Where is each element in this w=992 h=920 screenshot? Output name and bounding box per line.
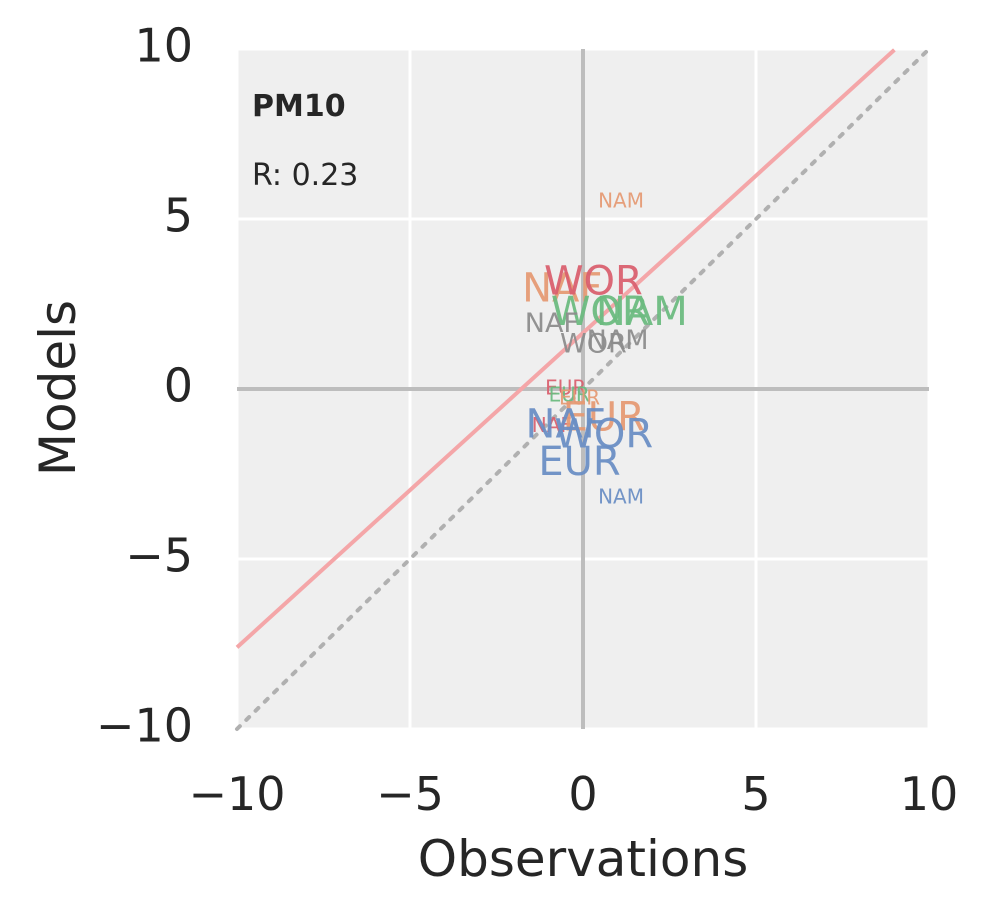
point-label-eur: EUR bbox=[563, 395, 645, 441]
point-label-wor: WOR bbox=[560, 328, 627, 359]
point-label-wor: WOR bbox=[544, 259, 643, 305]
point-label-nam: NAM bbox=[587, 325, 649, 356]
y-tick-labels: 10 5 0 −5 −10 bbox=[96, 19, 193, 753]
y-tick-label: −10 bbox=[96, 699, 193, 753]
x-tick-labels: −10 −5 0 5 10 bbox=[188, 767, 958, 821]
point-label-eur: EUR bbox=[538, 439, 620, 485]
point-label-nam: NAM bbox=[598, 484, 644, 508]
point-label-eur: EUR bbox=[549, 382, 590, 406]
chart-title: PM10 bbox=[252, 89, 346, 124]
y-axis-label: Models bbox=[29, 300, 87, 476]
x-tick-label: 5 bbox=[741, 767, 770, 821]
identity-line bbox=[235, 47, 931, 731]
x-tick-label: −5 bbox=[376, 767, 444, 821]
point-label-wor: WOR bbox=[551, 289, 650, 335]
point-label-eur: EUR bbox=[545, 376, 586, 400]
point-label-naf: NAF bbox=[522, 265, 602, 311]
point-label-nam: NAM bbox=[596, 289, 688, 335]
point-label-naf: NAF bbox=[526, 401, 606, 447]
point-label-naf: NAF bbox=[532, 413, 572, 437]
point-label-nam: NAM bbox=[598, 189, 644, 213]
regression-line bbox=[235, 48, 896, 649]
x-tick-label: −10 bbox=[188, 767, 285, 821]
y-tick-label: −5 bbox=[125, 529, 193, 583]
point-label-eur: EUR bbox=[559, 386, 600, 410]
x-tick-label: 10 bbox=[900, 767, 959, 821]
x-axis-label: Observations bbox=[418, 830, 749, 888]
y-tick-label: 0 bbox=[164, 359, 193, 413]
y-tick-label: 5 bbox=[164, 189, 193, 243]
point-label-naf: NAF bbox=[525, 308, 579, 339]
y-tick-label: 10 bbox=[134, 19, 193, 73]
x-tick-label: 0 bbox=[568, 767, 597, 821]
correlation-annotation: R: 0.23 bbox=[252, 158, 358, 193]
point-label-wor: WOR bbox=[554, 412, 653, 458]
data-points: NAMNAFWORWORNAMNAFNAMWOREUREUREURNAFEURN… bbox=[522, 189, 688, 509]
